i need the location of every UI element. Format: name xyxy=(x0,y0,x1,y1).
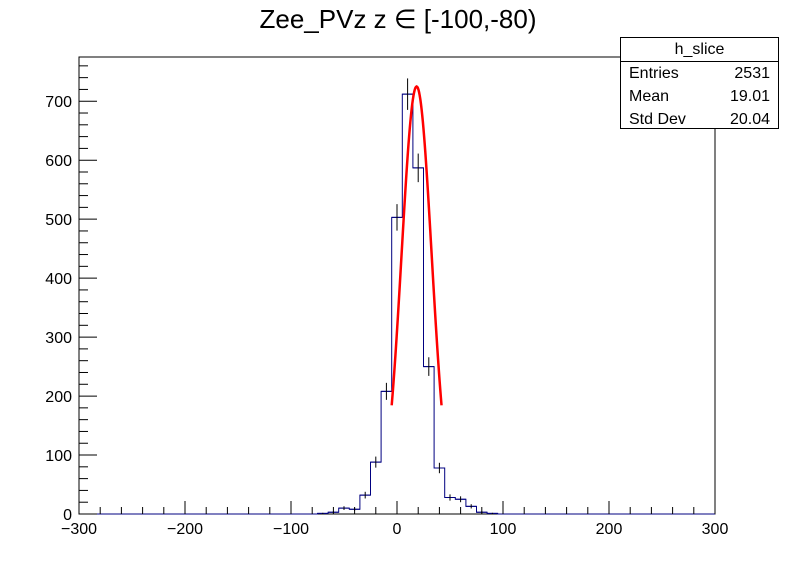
stats-label-mean: Mean xyxy=(629,88,670,105)
y-tick-label: 200 xyxy=(45,389,72,406)
y-tick-label: 400 xyxy=(45,271,72,288)
x-tick-label: 100 xyxy=(490,521,517,538)
histogram-line xyxy=(79,93,715,515)
stats-row-stddev: Std Dev 20.04 xyxy=(621,108,778,131)
stats-label-entries: Entries xyxy=(629,65,679,82)
x-tick-label: −100 xyxy=(273,521,309,538)
x-tick-label: −200 xyxy=(167,521,203,538)
x-tick-label: 0 xyxy=(393,521,402,538)
stats-value-stddev: 20.04 xyxy=(729,111,770,128)
x-tick-label: −300 xyxy=(61,521,97,538)
x-tick-label: 200 xyxy=(596,521,623,538)
stats-box: h_slice Entries 2531 Mean 19.01 Std Dev … xyxy=(620,37,779,129)
stats-box-title: h_slice xyxy=(621,38,778,62)
y-tick-label: 0 xyxy=(63,507,72,524)
y-tick-label: 700 xyxy=(45,94,72,111)
stats-row-entries: Entries 2531 xyxy=(621,62,778,85)
stats-row-mean: Mean 19.01 xyxy=(621,85,778,108)
y-tick-label: 100 xyxy=(45,448,72,465)
stats-label-stddev: Std Dev xyxy=(629,111,686,128)
stats-value-entries: 2531 xyxy=(734,65,770,82)
stats-value-mean: 19.01 xyxy=(729,88,770,105)
x-tick-label: 300 xyxy=(702,521,729,538)
chart-title: Zee_PVz z ∈ [-100,-80) xyxy=(259,4,537,34)
y-tick-label: 600 xyxy=(45,153,72,170)
gaussian-fit-curve xyxy=(390,85,443,406)
y-tick-label: 300 xyxy=(45,330,72,347)
y-tick-label: 500 xyxy=(45,212,72,229)
